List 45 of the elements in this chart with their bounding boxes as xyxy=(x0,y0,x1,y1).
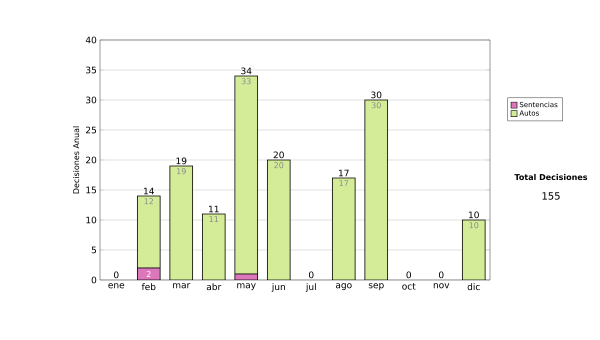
x-tick-label: abr xyxy=(206,283,222,290)
data-label: 33 xyxy=(242,78,251,84)
total-label: 0 xyxy=(114,271,119,278)
total-label: 10 xyxy=(469,211,479,218)
total-label: 17 xyxy=(339,170,349,176)
x-tick-label: sep xyxy=(368,283,384,290)
total-label: 34 xyxy=(241,67,252,74)
data-label: 30 xyxy=(372,102,381,108)
total-label: 20 xyxy=(274,151,284,158)
x-tick-label: nov xyxy=(434,283,450,288)
total-label: 0 xyxy=(406,271,412,278)
data-label: 12 xyxy=(144,198,154,204)
y-tick-label: 20 xyxy=(86,156,96,164)
total-label: 30 xyxy=(371,91,382,98)
total-label: 11 xyxy=(209,206,219,212)
x-tick-label: feb xyxy=(142,283,156,290)
total-label: 19 xyxy=(176,157,186,164)
text: 155 xyxy=(542,192,560,200)
x-tick-label: oct xyxy=(402,283,416,290)
data-label: 2 xyxy=(146,271,150,277)
data-label: 19 xyxy=(177,168,186,174)
x-tick-label: may xyxy=(237,283,256,290)
x-tick-label: dic xyxy=(468,283,480,290)
y-tick-label: 5 xyxy=(92,246,96,254)
x-tick-label: mar xyxy=(173,283,190,288)
data-label: 20 xyxy=(274,162,284,168)
data-label: 11 xyxy=(210,216,218,222)
y-tick-label: 15 xyxy=(86,186,96,194)
y-tick-label: 10 xyxy=(86,216,96,224)
y-tick-label: 30 xyxy=(86,96,96,104)
data-label: 17 xyxy=(340,180,348,186)
y-tick-label: 35 xyxy=(86,66,96,74)
x-tick-label: ene xyxy=(108,283,124,288)
y-axis-title: Decisiones Anual xyxy=(72,126,80,194)
text: Total Decisiones xyxy=(514,174,588,180)
data-label: 10 xyxy=(470,222,478,228)
y-tick-label: 25 xyxy=(86,126,96,134)
y-tick-label: 0 xyxy=(92,276,96,284)
x-tick-label: jun xyxy=(272,283,285,292)
total-label: 0 xyxy=(308,271,314,278)
total-label: 14 xyxy=(144,188,154,194)
total-label: 0 xyxy=(438,271,444,278)
x-tick-label: jul xyxy=(306,283,316,292)
x-tick-label: ago xyxy=(336,283,352,290)
y-tick-label: 40 xyxy=(86,36,96,44)
